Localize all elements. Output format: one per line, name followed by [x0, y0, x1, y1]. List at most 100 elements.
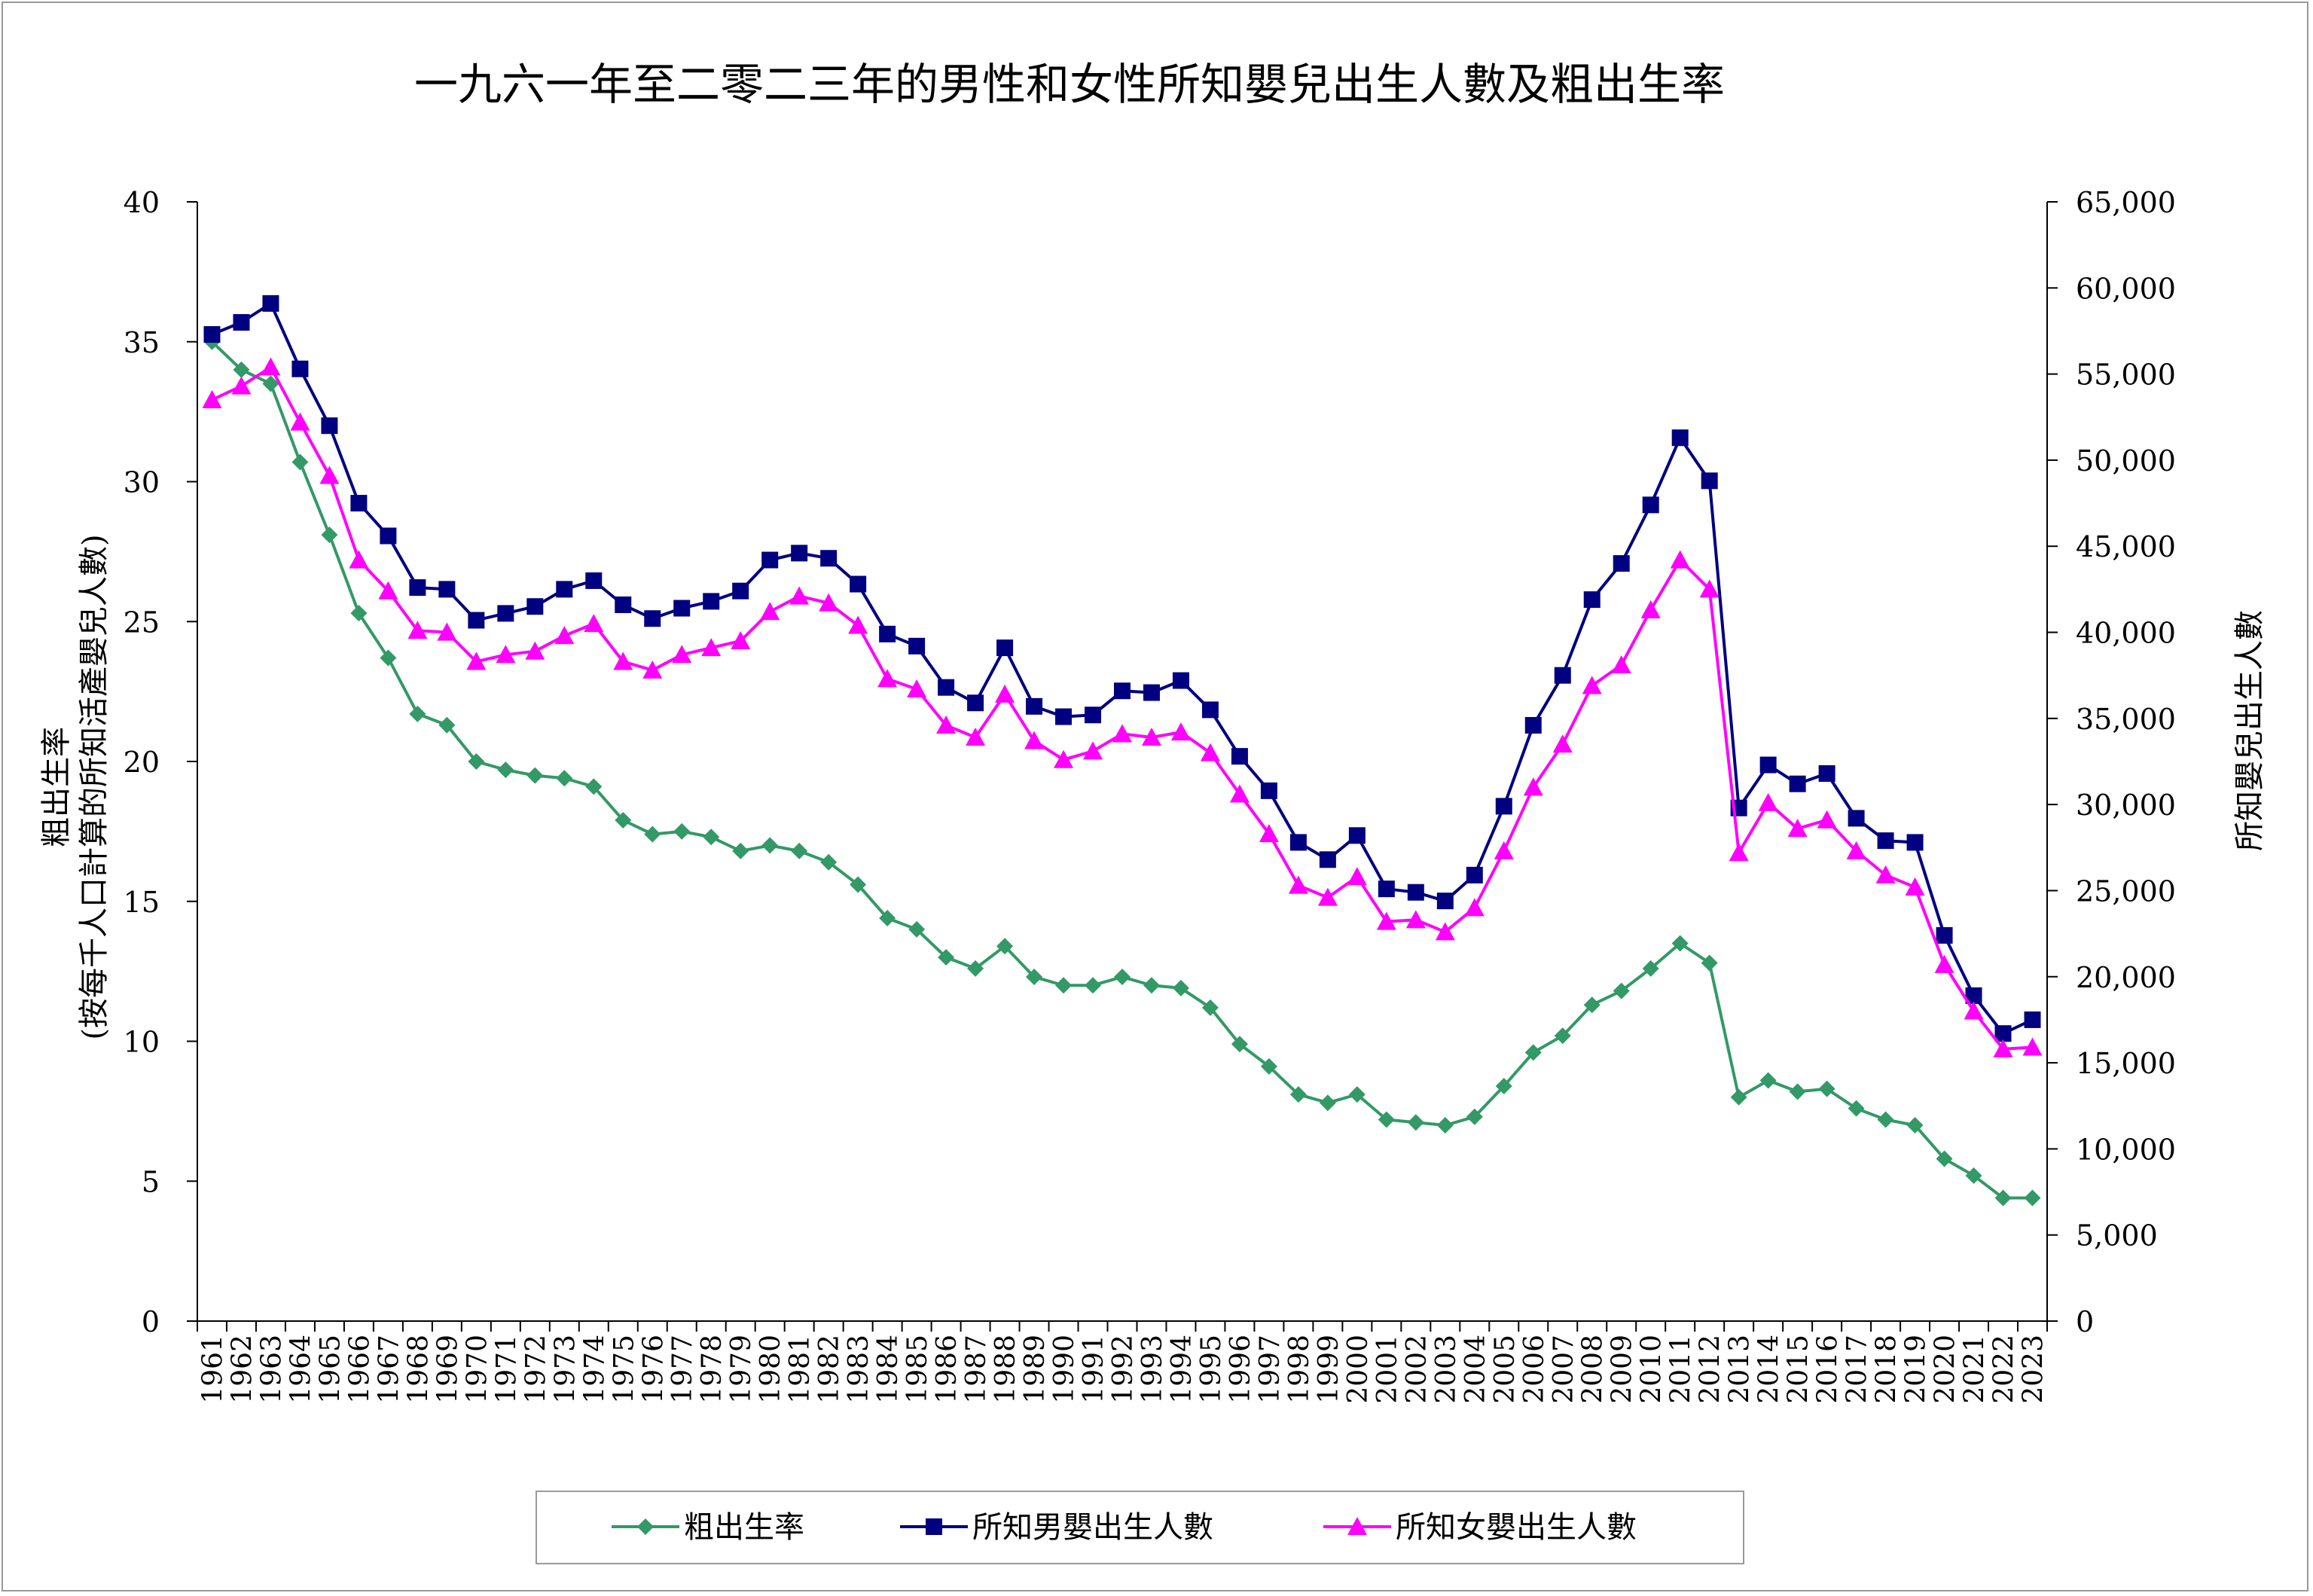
- left-tick-label: 10: [124, 1026, 160, 1059]
- data-point: [1583, 996, 1600, 1014]
- data-point: [1965, 987, 1982, 1004]
- chart-title: 一九六一年至二零二三年的男性和女性所知嬰兒出生人數及粗出生率: [414, 59, 1725, 110]
- data-point: [321, 526, 338, 544]
- data-point: [967, 960, 984, 977]
- left-axis-title: 粗出生率 (按每千人口計算的所知活產嬰兒人數): [39, 534, 111, 1039]
- data-point: [497, 605, 514, 622]
- data-point: [1701, 954, 1718, 972]
- data-point: [2024, 1189, 2041, 1207]
- x-tick-label: 2016: [1813, 1335, 1844, 1404]
- data-point: [407, 621, 428, 639]
- legend-label: 所知男嬰出生人數: [972, 1510, 1213, 1545]
- data-point: [967, 694, 984, 712]
- data-point: [1260, 782, 1277, 799]
- left-tick-label: 5: [142, 1165, 160, 1198]
- data-point: [820, 550, 838, 567]
- x-tick-label: 1961: [197, 1335, 228, 1404]
- data-point: [907, 679, 927, 698]
- x-tick-label: 1968: [403, 1335, 434, 1404]
- data-point: [701, 638, 722, 657]
- x-tick-label: 1990: [1049, 1335, 1080, 1404]
- data-point: [1289, 834, 1307, 851]
- x-tick-label: 1965: [315, 1335, 346, 1404]
- data-point: [644, 610, 661, 627]
- data-point: [703, 593, 720, 610]
- x-tick-label: 2004: [1460, 1335, 1491, 1404]
- data-point: [231, 376, 252, 395]
- x-tick-label: 1967: [374, 1335, 404, 1404]
- data-point: [791, 842, 808, 859]
- x-tick-label: 1981: [785, 1335, 816, 1404]
- right-tick-label: 15,000: [2076, 1047, 2176, 1080]
- x-tick-label: 1979: [726, 1335, 757, 1404]
- data-point: [1200, 743, 1220, 761]
- x-tick-label: 2002: [1402, 1335, 1433, 1404]
- data-point: [1789, 775, 1806, 792]
- data-point: [732, 582, 749, 600]
- data-point: [1759, 1072, 1777, 1089]
- data-point: [233, 361, 250, 378]
- x-tick-label: 2012: [1695, 1335, 1726, 1404]
- data-point: [1259, 824, 1279, 843]
- series-1: [203, 333, 2041, 1207]
- data-point: [1201, 999, 1219, 1016]
- x-tick-label: 1983: [844, 1335, 874, 1404]
- data-point: [1994, 1189, 2012, 1207]
- data-point: [761, 837, 779, 854]
- data-point: [1024, 731, 1045, 749]
- data-point: [1817, 810, 1837, 829]
- data-point: [319, 465, 340, 484]
- data-point: [1114, 969, 1131, 986]
- left-tick-label: 20: [124, 746, 160, 779]
- data-point: [1993, 1039, 2013, 1057]
- data-point: [1846, 841, 1866, 859]
- data-point: [1671, 935, 1689, 952]
- data-point: [848, 615, 868, 634]
- data-point: [1642, 960, 1659, 977]
- data-point: [438, 716, 456, 734]
- data-point: [644, 825, 661, 843]
- data-point: [732, 842, 749, 859]
- data-point: [1729, 843, 1749, 862]
- data-point: [1378, 1111, 1395, 1128]
- x-tick-label: 1992: [1108, 1335, 1139, 1404]
- data-point: [819, 593, 839, 612]
- x-tick-label: 1977: [667, 1335, 698, 1404]
- x-tick-label: 1974: [579, 1335, 610, 1404]
- data-point: [908, 637, 926, 655]
- x-tick-label: 2006: [1519, 1335, 1550, 1404]
- data-point: [1906, 834, 1924, 851]
- x-tick-label: 1978: [697, 1335, 728, 1404]
- data-point: [1348, 1086, 1366, 1103]
- left-tick-label: 15: [124, 886, 160, 919]
- data-point: [233, 314, 250, 331]
- x-tick-label: 2000: [1343, 1335, 1374, 1404]
- right-tick-label: 60,000: [2076, 272, 2176, 305]
- x-tick-label: 2013: [1725, 1335, 1756, 1404]
- data-point: [760, 602, 780, 621]
- data-point: [1699, 579, 1719, 598]
- data-point: [850, 575, 867, 593]
- right-tick-label: 5,000: [2076, 1219, 2158, 1253]
- data-point: [409, 705, 426, 722]
- data-point: [996, 938, 1014, 955]
- data-point: [1554, 667, 1571, 684]
- x-tick-label: 2014: [1754, 1335, 1785, 1404]
- data-point: [789, 586, 810, 605]
- data-point: [525, 641, 545, 660]
- data-point: [850, 876, 867, 893]
- data-point: [262, 375, 279, 392]
- data-point: [380, 527, 397, 545]
- x-tick-label: 1973: [550, 1335, 581, 1404]
- data-point: [1466, 1108, 1483, 1125]
- data-point: [349, 550, 369, 569]
- data-point: [1613, 555, 1630, 572]
- data-point: [1201, 701, 1219, 719]
- data-point: [1906, 1116, 1924, 1134]
- data-point: [1965, 1167, 1982, 1184]
- data-point: [966, 727, 986, 746]
- right-tick-label: 35,000: [2076, 703, 2176, 736]
- data-point: [2024, 1011, 2041, 1028]
- data-point: [1671, 429, 1689, 447]
- x-tick-label: 2011: [1666, 1335, 1697, 1404]
